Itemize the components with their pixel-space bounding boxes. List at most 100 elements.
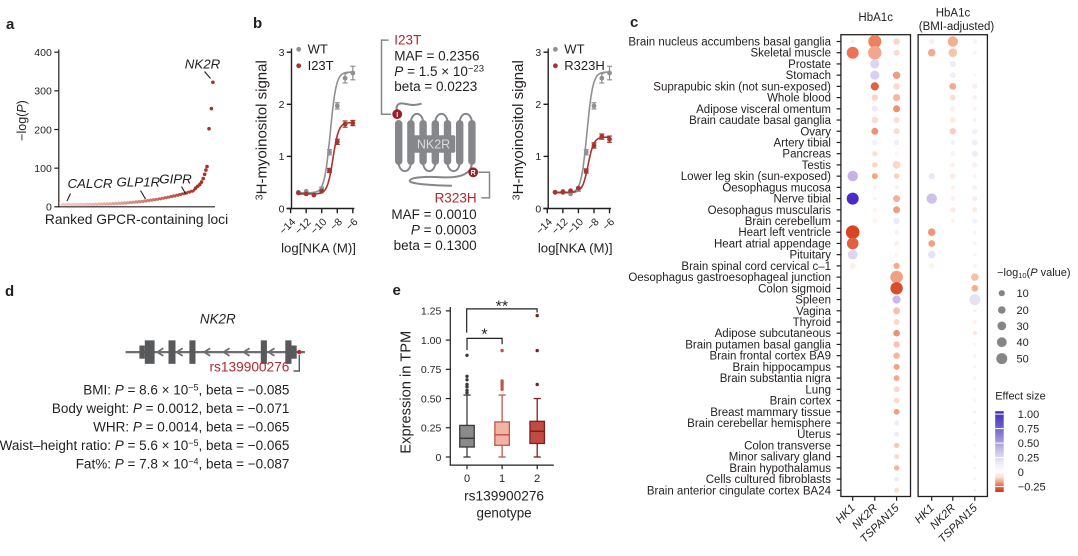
- svg-text:0: 0: [46, 202, 52, 214]
- svg-text:−0.25: −0.25: [1018, 482, 1046, 494]
- svg-text:20: 20: [1017, 305, 1029, 317]
- svg-text:Brain spinal cord cervical c–1: Brain spinal cord cervical c–1: [681, 261, 831, 273]
- svg-text:3H-myoinositol signal: 3H-myoinositol signal: [510, 60, 527, 200]
- svg-text:1.25: 1.25: [421, 306, 442, 318]
- svg-text:1: 1: [279, 151, 285, 163]
- svg-text:Effect size: Effect size: [995, 391, 1046, 403]
- svg-text:Skeletal muscle: Skeletal muscle: [750, 48, 831, 60]
- svg-text:Fat%: P = 7.8 × 10−4, beta = −: Fat%: P = 7.8 × 10−4, beta = −0.087: [76, 456, 290, 471]
- svg-text:2: 2: [279, 99, 285, 111]
- svg-text:NK2R: NK2R: [185, 57, 221, 72]
- svg-text:d: d: [5, 283, 14, 300]
- svg-text:0.75: 0.75: [421, 364, 442, 376]
- svg-text:*: *: [481, 327, 487, 344]
- svg-text:Testis: Testis: [802, 160, 832, 172]
- svg-text:CALCR: CALCR: [67, 176, 112, 191]
- svg-text:HbA1c: HbA1c: [858, 12, 893, 24]
- svg-text:a: a: [6, 16, 15, 33]
- svg-text:MAF = 0.2356: MAF = 0.2356: [394, 48, 479, 63]
- svg-text:rs139900276: rs139900276: [209, 359, 289, 374]
- svg-text:Prostate: Prostate: [788, 59, 831, 71]
- svg-text:WT: WT: [564, 42, 584, 57]
- svg-text:BMI: P = 8.6 × 10−5, beta = −0: BMI: P = 8.6 × 10−5, beta = −0.085: [83, 383, 289, 398]
- svg-text:NK2R: NK2R: [200, 312, 236, 327]
- svg-text:R323H: R323H: [435, 191, 477, 206]
- svg-text:Brain cerebellum: Brain cerebellum: [745, 216, 831, 228]
- svg-text:1.00: 1.00: [1018, 409, 1039, 421]
- svg-text:Uterus: Uterus: [797, 429, 831, 441]
- svg-text:Brain frontal cortex BA9: Brain frontal cortex BA9: [710, 351, 831, 363]
- svg-text:200: 200: [34, 124, 52, 136]
- svg-text:Ovary: Ovary: [800, 126, 831, 138]
- svg-text:Brain anterior cingulate corte: Brain anterior cingulate cortex BA24: [647, 485, 832, 497]
- svg-text:Adipose subcutaneous: Adipose subcutaneous: [715, 328, 832, 340]
- svg-text:Cells cultured fibroblasts: Cells cultured fibroblasts: [706, 474, 832, 486]
- svg-text:1: 1: [499, 473, 505, 485]
- svg-text:I23T: I23T: [394, 33, 421, 48]
- svg-text:Artery tibial: Artery tibial: [773, 137, 831, 149]
- svg-text:400: 400: [34, 47, 52, 59]
- svg-text:Colon sigmoid: Colon sigmoid: [758, 283, 831, 295]
- svg-text:Stomach: Stomach: [786, 70, 831, 82]
- svg-text:I23T: I23T: [308, 58, 334, 73]
- svg-text:GLP1R: GLP1R: [116, 175, 160, 190]
- svg-text:Brain cerebellar hemisphere: Brain cerebellar hemisphere: [687, 418, 831, 430]
- svg-text:Oesophagus muscularis: Oesophagus muscularis: [708, 205, 832, 217]
- svg-text:Brain cortex: Brain cortex: [770, 396, 832, 408]
- svg-text:WHR: P = 0.0014, beta = −0.065: WHR: P = 0.0014, beta = −0.065: [93, 420, 289, 435]
- svg-text:Vagina: Vagina: [796, 306, 832, 318]
- svg-text:Colon transverse: Colon transverse: [744, 440, 831, 452]
- svg-text:Brain caudate basal ganglia: Brain caudate basal ganglia: [689, 115, 832, 127]
- svg-text:Pancreas: Pancreas: [782, 149, 831, 161]
- svg-text:log[NKA (M)]: log[NKA (M)]: [281, 241, 356, 256]
- svg-text:0: 0: [535, 203, 541, 215]
- svg-text:Pituitary: Pituitary: [789, 250, 831, 262]
- svg-text:Adipose visceral omentum: Adipose visceral omentum: [696, 104, 831, 116]
- svg-text:3H-myoinositol signal: 3H-myoinositol signal: [254, 60, 271, 200]
- svg-text:Heart atrial appendage: Heart atrial appendage: [714, 238, 831, 250]
- svg-text:beta = 0.1300: beta = 0.1300: [394, 238, 477, 253]
- svg-text:Oesophagus gastroesophageal ju: Oesophagus gastroesophageal junction: [628, 272, 831, 284]
- svg-text:2: 2: [535, 99, 541, 111]
- svg-text:Thyroid: Thyroid: [793, 317, 831, 329]
- svg-text:Suprapubic skin (not sun-expos: Suprapubic skin (not sun-exposed): [653, 81, 831, 93]
- svg-text:−log(P): −log(P): [15, 100, 29, 141]
- svg-text:3: 3: [535, 47, 541, 59]
- svg-text:Brain putamen basal ganglia: Brain putamen basal ganglia: [685, 339, 831, 351]
- svg-text:0.50: 0.50: [421, 393, 442, 405]
- svg-text:Brain hypothalamus: Brain hypothalamus: [729, 463, 831, 475]
- svg-text:P = 0.0003: P = 0.0003: [411, 223, 477, 238]
- svg-text:0: 0: [279, 203, 285, 215]
- svg-text:Nerve tibial: Nerve tibial: [773, 194, 831, 206]
- svg-text:R323H: R323H: [564, 58, 604, 73]
- svg-text:0.50: 0.50: [1018, 438, 1039, 450]
- svg-text:300: 300: [34, 86, 52, 98]
- svg-text:50: 50: [1017, 354, 1029, 366]
- svg-text:Brain nucleus accumbens basal: Brain nucleus accumbens basal ganglia: [628, 37, 831, 49]
- svg-text:Waist–height ratio: P = 5.6 ×: Waist–height ratio: P = 5.6 × 10−5, beta…: [0, 438, 289, 453]
- svg-text:1: 1: [535, 151, 541, 163]
- svg-text:GIPR: GIPR: [159, 171, 192, 186]
- svg-text:**: **: [496, 299, 508, 316]
- svg-text:HbA1c: HbA1c: [936, 7, 971, 19]
- svg-text:Breast mammary tissue: Breast mammary tissue: [710, 407, 831, 419]
- svg-text:e: e: [393, 282, 401, 299]
- svg-text:Minor salivary gland: Minor salivary gland: [729, 452, 831, 464]
- svg-text:0: 0: [464, 473, 470, 485]
- svg-text:Body weight: P = 0.0012, beta: Body weight: P = 0.0012, beta = −0.071: [52, 401, 290, 416]
- svg-text:MAF = 0.0010: MAF = 0.0010: [391, 207, 476, 222]
- svg-text:Spleen: Spleen: [795, 295, 831, 307]
- svg-text:0.25: 0.25: [421, 423, 442, 435]
- svg-text:rs139900276: rs139900276: [464, 489, 544, 504]
- svg-text:Whole blood: Whole blood: [767, 93, 831, 105]
- svg-text:30: 30: [1017, 321, 1029, 333]
- svg-text:Brain substantia nigra: Brain substantia nigra: [720, 373, 832, 385]
- svg-text:NK2R: NK2R: [417, 137, 450, 151]
- svg-text:Oesophagus mucosa: Oesophagus mucosa: [722, 182, 831, 194]
- svg-text:Heart left ventricle: Heart left ventricle: [738, 227, 831, 239]
- svg-text:R: R: [471, 170, 476, 177]
- svg-text:Expression in TPM: Expression in TPM: [399, 331, 415, 454]
- svg-text:3: 3: [279, 47, 285, 59]
- svg-text:0.25: 0.25: [1018, 453, 1039, 465]
- svg-text:1.00: 1.00: [421, 335, 442, 347]
